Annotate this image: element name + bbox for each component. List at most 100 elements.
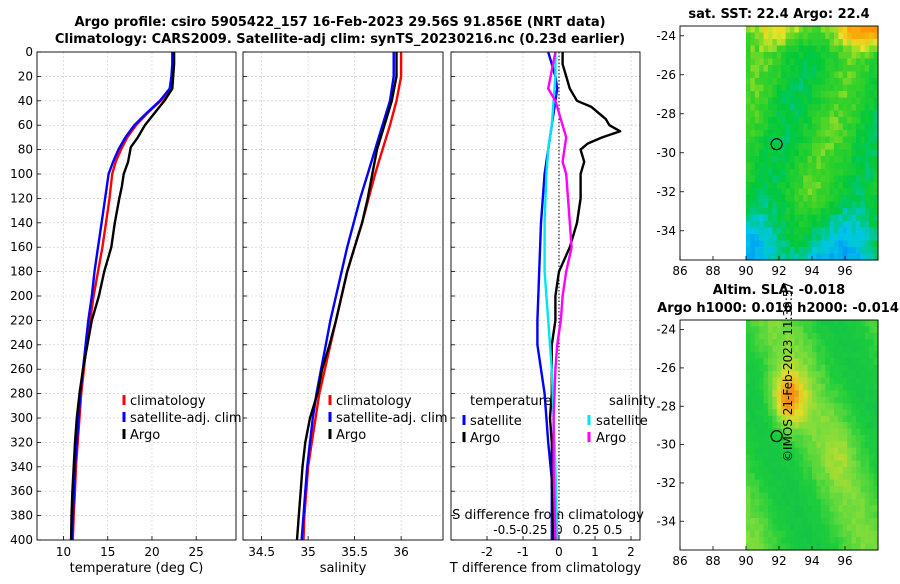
sst_map-cell (768, 97, 773, 105)
sst_map-cell (856, 117, 861, 125)
sla_map-cell (798, 473, 804, 481)
sst_map-cell (776, 52, 782, 60)
sst_map-cell (838, 208, 844, 216)
sla_map-cell (746, 371, 751, 379)
sla_map-cell (834, 403, 839, 411)
sla_map-cell (772, 390, 778, 398)
sla_map-cell (847, 428, 853, 436)
sla_map-cell (864, 364, 870, 372)
sla_map-cell (763, 505, 769, 513)
sst_map-cell (851, 78, 857, 86)
sst_map-cell (794, 162, 800, 170)
sst_map-cell (856, 26, 861, 34)
sst_map-cell (772, 156, 778, 164)
sst_map-cell (851, 39, 857, 47)
sla_map-cell (873, 351, 879, 359)
sst_map-cell (794, 117, 800, 125)
sst_map-cell (856, 84, 861, 92)
sst_map-cell (834, 234, 839, 242)
sst_map-cell (798, 104, 804, 112)
sla_map-cell (825, 537, 831, 545)
sst_map-x-tick-label: 90 (738, 264, 753, 278)
sst_map-cell (785, 45, 791, 53)
sla_map-cell (794, 435, 800, 442)
sst_map-cell (820, 201, 826, 209)
sst_map-cell (781, 97, 787, 105)
sst_map-cell (794, 71, 800, 79)
sst_map-cell (772, 253, 778, 261)
sst_map-cell (781, 26, 787, 34)
sla_map-cell (820, 320, 826, 327)
sla_map-cell (829, 441, 835, 449)
sla_map-cell (768, 396, 773, 404)
sla_map-cell (851, 383, 857, 391)
sst_map-cell (794, 65, 800, 73)
sla_map-cell (873, 371, 879, 379)
sla_map-cell (816, 396, 822, 404)
sst_map-cell (798, 253, 804, 261)
sst_map-cell (873, 253, 879, 261)
sst_map-cell (807, 71, 813, 79)
sst_map-cell (838, 221, 844, 229)
sla_map-cell (807, 371, 813, 379)
sla_map-cell (820, 537, 826, 545)
sst_map-cell (772, 247, 778, 255)
sla_map-cell (772, 371, 778, 379)
difference-frame (450, 51, 641, 541)
sst_map-cell (860, 162, 866, 170)
sla_map-cell (785, 543, 791, 551)
sla_map-cell (763, 358, 769, 366)
sst_map-cell (798, 136, 804, 144)
sst_map-cell (847, 182, 853, 190)
sst_map-cell (790, 188, 795, 196)
sst_map-cell (856, 71, 861, 79)
sla_map-cell (860, 466, 866, 474)
sla_map-cell (794, 466, 800, 474)
sla_map-cell (873, 415, 879, 423)
sst_map-cell (864, 104, 870, 112)
sla_map-cell (825, 441, 831, 449)
sla_map-cell (785, 409, 791, 417)
sla_map-cell (790, 466, 795, 474)
sst_map-cell (794, 169, 800, 177)
sst_map-cell (763, 84, 769, 92)
sla_map-cell (864, 447, 870, 455)
sla_map-cell (869, 511, 875, 519)
sla_map-cell (829, 364, 835, 372)
sst_map-cell (772, 234, 778, 242)
sla_map-cell (825, 435, 831, 442)
sla_map-cell (838, 537, 844, 545)
sla_map-cell (838, 383, 844, 391)
sla_map-cell (860, 358, 866, 366)
sst_map-cell (754, 123, 760, 131)
sst_map-cell (746, 32, 751, 40)
sst_map-cell (790, 110, 795, 118)
sst_map-cell (864, 45, 870, 53)
sla_map-cell (860, 428, 866, 436)
sla_map-cell (829, 409, 835, 417)
sla_map-cell (851, 345, 857, 353)
sla_map-cell (759, 486, 765, 494)
sst_map-cell (759, 156, 765, 164)
sst_map-cell (842, 123, 848, 131)
sla_map-cell (798, 524, 804, 532)
sst_map-cell (763, 247, 769, 255)
sst_map-cell (864, 214, 870, 222)
difference-x-tick-label: 1 (591, 545, 599, 559)
sst_map-cell (860, 208, 866, 216)
sst_map-cell (772, 71, 778, 79)
sla_map-cell (812, 403, 817, 411)
sla_map-cell (838, 473, 844, 481)
sst_map-cell (834, 91, 839, 99)
sla_map-cell (860, 518, 866, 526)
sst_map-cell (820, 214, 826, 222)
sla_map-cell (825, 466, 831, 474)
sla_map-cell (776, 466, 782, 474)
sla_map-cell (838, 460, 844, 468)
sst_map-cell (759, 45, 765, 53)
sst_map-cell (851, 91, 857, 99)
sla_map-cell (812, 524, 817, 532)
sst_map-cell (820, 240, 826, 248)
sla_map-cell (759, 543, 765, 551)
sst_map-cell (772, 149, 778, 157)
